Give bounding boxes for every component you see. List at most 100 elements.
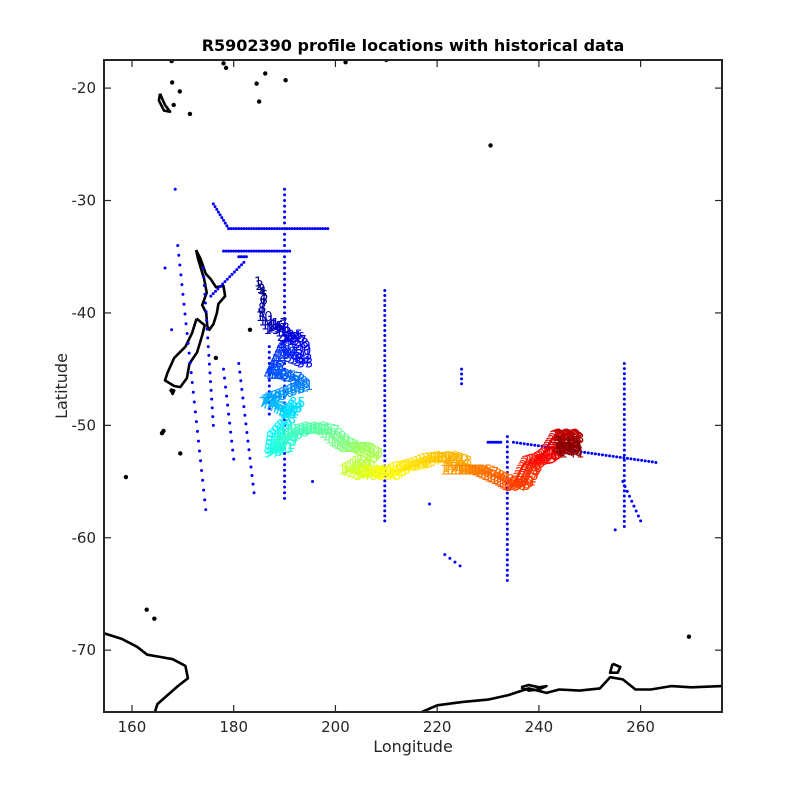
profile-label-223: 224 [548, 432, 573, 447]
historical-point-46 [383, 519, 387, 523]
historical-point-386 [497, 440, 501, 444]
profile-track-segment-215 [549, 452, 552, 456]
historical-point-253 [586, 451, 590, 455]
historical-point-380 [460, 382, 464, 386]
historical-point-129 [283, 300, 287, 304]
profile-track-segment-74 [272, 405, 277, 408]
historical-point-13 [383, 354, 387, 358]
profile-track-segment-213 [545, 455, 549, 459]
historical-point-234 [519, 441, 523, 445]
profile-label-116: 117 [315, 424, 340, 439]
profile-label-195: 196 [501, 479, 526, 494]
profile-track-segment-5 [262, 300, 265, 305]
historical-point-123 [283, 266, 287, 270]
historical-point-310 [183, 312, 187, 316]
profile-label-40: 41 [276, 340, 293, 355]
historical-point-243 [551, 446, 555, 450]
historical-point-351 [203, 301, 207, 305]
profile-label-225: 226 [551, 429, 576, 444]
historical-point-241 [544, 445, 548, 449]
historical-point-242 [547, 445, 551, 449]
profile-track-segment-0 [257, 282, 261, 287]
profile-track-segment-136 [358, 464, 362, 467]
profile-label-234: 235 [556, 436, 581, 451]
historical-point-186 [280, 227, 284, 231]
historical-point-134 [283, 328, 287, 332]
profile-label-25: 26 [288, 331, 305, 346]
historical-point-404 [267, 362, 271, 366]
historical-point-313 [186, 341, 190, 345]
historical-point-361 [209, 388, 213, 392]
profile-track-segment-20 [286, 339, 290, 342]
historical-point-68 [622, 468, 626, 472]
profile-label-51: 52 [271, 368, 288, 383]
historical-point-167 [232, 227, 236, 231]
profile-label-113: 114 [306, 421, 331, 436]
historical-point-106 [505, 568, 509, 572]
profile-label-19: 20 [277, 330, 294, 345]
historical-point-303 [176, 243, 180, 247]
profile-label-119: 120 [325, 432, 350, 447]
historical-point-150 [283, 418, 287, 422]
x-tick-label-5: 260 [626, 718, 655, 736]
historical-point-24 [383, 409, 387, 413]
profile-label-26: 27 [290, 334, 307, 349]
historical-point-417 [613, 528, 617, 532]
profile-label-60: 61 [297, 379, 314, 394]
profile-label-229: 230 [556, 428, 581, 443]
y-axis-label: Latitude [52, 353, 71, 419]
historical-point-131 [283, 311, 287, 315]
historical-point-240 [540, 444, 544, 448]
profile-label-129: 130 [351, 442, 376, 457]
historical-point-42 [383, 499, 387, 503]
profile-label-199: 200 [509, 476, 534, 491]
profile-label-176: 177 [440, 463, 465, 478]
profile-track-segment-38 [285, 349, 289, 353]
profile-label-161: 162 [408, 456, 433, 471]
profile-label-164: 165 [420, 452, 445, 467]
historical-point-229 [283, 249, 287, 253]
profile-label-54: 55 [280, 369, 297, 384]
historical-point-146 [283, 395, 287, 399]
historical-point-383 [490, 440, 494, 444]
profile-track-segment-133 [365, 455, 369, 460]
profile-track-segment-6 [261, 304, 264, 309]
historical-point-221 [262, 249, 266, 253]
y-tick-label-5: -70 [72, 641, 97, 659]
historical-point-251 [579, 450, 583, 454]
profile-label-68: 69 [266, 390, 283, 405]
historical-point-118 [283, 238, 287, 242]
island-24 [488, 143, 493, 148]
historical-point-64 [622, 448, 626, 452]
historical-point-6 [383, 319, 387, 323]
historical-point-250 [576, 449, 580, 453]
historical-point-400 [458, 564, 462, 568]
chart-title: R5902390 profile locations with historic… [202, 36, 625, 55]
historical-point-211 [237, 249, 241, 253]
profile-track-segment-155 [398, 467, 402, 471]
historical-point-124 [283, 272, 287, 276]
profile-label-182: 183 [462, 463, 487, 478]
profile-track-segment-199 [521, 481, 524, 484]
profile-label-216: 217 [539, 446, 564, 461]
profile-track-segment-188 [492, 475, 497, 478]
profile-track-segment-173 [455, 463, 459, 467]
profile-label-33: 34 [293, 355, 310, 370]
profile-label-127: 128 [346, 441, 371, 456]
historical-point-88 [505, 476, 509, 480]
profile-track-segment-117 [330, 433, 335, 438]
axes: 160 180 200 220 240 260-20-30-40-50-60-70 [72, 59, 723, 736]
historical-point-276 [216, 210, 220, 214]
historical-point-299 [216, 287, 220, 291]
historical-point-113 [283, 210, 287, 214]
historical-point-254 [590, 451, 594, 455]
historical-point-385 [495, 440, 499, 444]
historical-point-102 [505, 548, 509, 552]
historical-point-43 [383, 504, 387, 508]
profile-label-180: 181 [455, 463, 480, 478]
profile-label-207: 208 [520, 457, 545, 472]
historical-point-210 [234, 249, 238, 253]
profile-label-56: 57 [286, 371, 303, 386]
profile-track-segment-187 [489, 473, 494, 477]
profile-label-204: 205 [516, 463, 541, 478]
